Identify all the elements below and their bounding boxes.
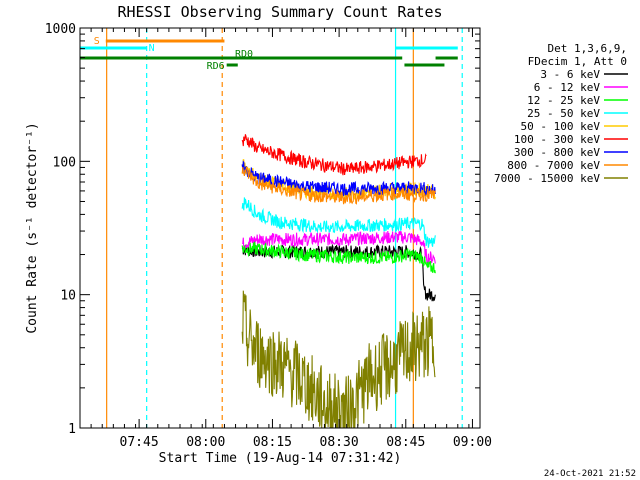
flag-label: N	[149, 43, 155, 54]
chart-title: RHESSI Observing Summary Count Rates	[117, 3, 442, 21]
legend-header: FDecim 1, Att 0	[528, 55, 627, 68]
footer-timestamp: 24-Oct-2021 21:52	[544, 469, 636, 479]
legend-header: Det 1,3,6,9,	[548, 42, 627, 55]
series-line	[241, 290, 436, 429]
series-line	[241, 134, 427, 176]
flag-label: S	[94, 36, 100, 47]
flag-label: RD0	[235, 49, 253, 60]
y-axis-label: Count Rate (s⁻¹ detector⁻¹)	[25, 122, 40, 333]
legend-entry-label: 300 - 800 keV	[514, 146, 600, 159]
series-line	[241, 240, 436, 274]
legend-entry-label: 3 - 6 keV	[540, 68, 600, 81]
x-tick-label: 08:15	[253, 435, 292, 450]
legend-entry-label: 100 - 300 keV	[514, 133, 600, 146]
x-tick-label: 08:00	[186, 435, 225, 450]
legend-entry-label: 12 - 25 keV	[527, 94, 600, 107]
flag-label: RD6	[207, 61, 225, 72]
series-line	[241, 166, 436, 205]
legend-entry-label: 800 - 7000 keV	[507, 159, 600, 172]
x-tick-label: 07:45	[120, 435, 159, 450]
legend-entry-label: 7000 - 15000 keV	[494, 172, 600, 185]
x-axis-label: Start Time (19-Aug-14 07:31:42)	[159, 451, 402, 466]
x-tick-label: 08:30	[320, 435, 359, 450]
series-line	[241, 197, 436, 248]
y-tick-label: 1000	[45, 22, 76, 37]
x-tick-label: 08:45	[386, 435, 425, 450]
legend-entry-label: 6 - 12 keV	[534, 81, 601, 94]
x-tick-label: 09:00	[453, 435, 492, 450]
y-tick-label: 100	[53, 155, 76, 170]
series-line	[242, 230, 436, 265]
legend-entry-label: 50 - 100 keV	[521, 120, 601, 133]
legend-entry-label: 25 - 50 keV	[527, 107, 600, 120]
y-tick-label: 10	[60, 289, 76, 304]
y-tick-label: 1	[68, 422, 76, 437]
